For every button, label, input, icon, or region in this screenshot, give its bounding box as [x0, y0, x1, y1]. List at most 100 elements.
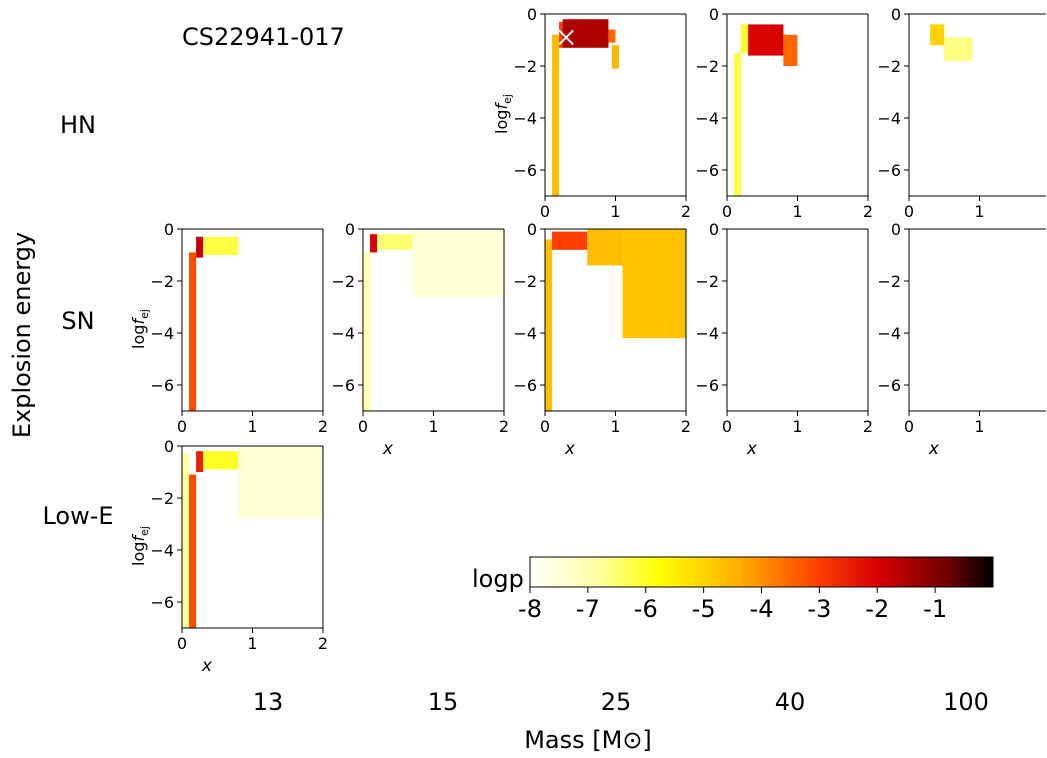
y-tick-label: 0 [164, 220, 174, 239]
y-tick-label: −4 [331, 324, 355, 343]
y-tick-label: −2 [877, 272, 901, 291]
x-axis-label: x [746, 439, 758, 459]
y-tick-label: −2 [331, 272, 355, 291]
panel-hn-25: 0 −2 −4 −6 0 1 2 logfej [492, 5, 691, 221]
star-name: CS22941-017 [182, 23, 345, 51]
heatmap-cells [182, 446, 323, 628]
heatmap-cells [727, 229, 868, 411]
y-tick-label: −2 [150, 489, 174, 508]
x-tick-label: 2 [863, 417, 873, 436]
panel-frame [908, 228, 1046, 412]
heatmap-cell [622, 229, 686, 339]
mass-label-40: 40 [775, 688, 806, 716]
colorbar-tick-label: -2 [865, 595, 889, 623]
heatmap-cell [196, 451, 204, 472]
y-tick-label: 0 [891, 220, 901, 239]
y-tick-label: −6 [513, 161, 537, 180]
colorbar-tick-label: -3 [807, 595, 831, 623]
colorbar-tick-label: -5 [692, 595, 716, 623]
y-tick-label: −4 [695, 109, 719, 128]
y-tick-label: −6 [877, 376, 901, 395]
heatmap-cell [748, 24, 784, 56]
x-tick-label: 1 [974, 417, 984, 436]
heatmap-cells [545, 229, 686, 411]
heatmap-cell [587, 229, 623, 266]
mass-label-100: 100 [943, 688, 989, 716]
heatmap-cell [203, 451, 239, 470]
y-axis-label: logfej [492, 94, 514, 134]
y-tick-label: 0 [709, 5, 719, 24]
heatmap-cell [545, 239, 553, 411]
y-tick-label: −2 [513, 57, 537, 76]
panel-background [727, 229, 868, 411]
heatmap-panels: 0 −2 −4 −6 0 1 2 logfej 0 −2 −4 −6 0 1 2 0 −2 −4 −6 0 1 0 −2 −4… [129, 5, 1047, 676]
y-tick-label: −2 [877, 57, 901, 76]
heatmap-cell [377, 234, 413, 250]
x-tick-label: 2 [318, 417, 328, 436]
x-tick-label: 2 [681, 202, 691, 221]
row-label-sn: SN [61, 307, 94, 335]
x-tick-label: 1 [247, 634, 257, 653]
panel-hn-100: 0 −2 −4 −6 0 1 [877, 5, 1047, 221]
panel-sn-25: 0 −2 −4 −6 0 1 2 x [513, 220, 691, 459]
heatmap-cell [944, 37, 973, 61]
x-tick-label: 0 [540, 417, 550, 436]
heatmap-cell [552, 231, 588, 250]
mass-label-13: 13 [253, 688, 284, 716]
x-tick-label: 1 [792, 202, 802, 221]
heatmap-cell [189, 252, 197, 411]
colorbar-gradient [529, 556, 994, 588]
y-tick-label: −2 [695, 57, 719, 76]
x-tick-label: 0 [177, 634, 187, 653]
y-tick-label: 0 [891, 5, 901, 24]
y-tick-label: −2 [695, 272, 719, 291]
colorbar-tick-label: -8 [518, 595, 542, 623]
y-tick-label: −2 [150, 272, 174, 291]
panel-low-e-13: 0 −2 −4 −6 0 1 2 logfej x [129, 437, 328, 676]
y-tick-label: −6 [877, 161, 901, 180]
colorbar-ticks: -8 -7 -6 -5 -4 -3 -2 -1 [518, 587, 947, 623]
y-tick-label: −4 [877, 324, 901, 343]
y-tick-label: −6 [150, 593, 174, 612]
y-tick-label: −4 [513, 324, 537, 343]
panel-sn-15: 0 −2 −4 −6 0 1 2 x [331, 220, 509, 459]
x-axis-label: x [564, 439, 576, 459]
x-tick-label: 1 [247, 417, 257, 436]
heatmap-cells [909, 229, 1047, 411]
y-tick-label: 0 [527, 5, 537, 24]
panel-background [909, 14, 1047, 196]
y-tick-label: −6 [331, 376, 355, 395]
x-axis-label: x [382, 439, 394, 459]
heatmap-cell [608, 29, 616, 43]
heatmap-cell [189, 474, 197, 628]
heatmap-cell [203, 236, 239, 255]
heatmap-cell [238, 446, 323, 519]
x-tick-label: 0 [904, 417, 914, 436]
heatmap-cells [545, 14, 686, 196]
row-label-hn: HN [60, 111, 96, 139]
heatmap-cells [727, 14, 868, 196]
x-tick-label: 0 [904, 202, 914, 221]
colorbar-tick-label: -4 [750, 595, 774, 623]
colorbar-tick-label: -1 [923, 595, 947, 623]
y-tick-label: −4 [877, 109, 901, 128]
heatmap-cells [363, 229, 504, 411]
panel-sn-40: 0 −2 −4 −6 0 1 2 x [695, 220, 873, 459]
x-tick-label: 2 [681, 417, 691, 436]
panel-sn-13: 0 −2 −4 −6 0 1 2 logfej [129, 220, 328, 436]
y-tick-label: −6 [695, 376, 719, 395]
heatmap-cell [930, 24, 945, 46]
x-tick-label: 2 [499, 417, 509, 436]
y-tick-label: −6 [150, 376, 174, 395]
y-tick-label: −2 [513, 272, 537, 291]
y-tick-label: 0 [164, 437, 174, 456]
heatmap-cell [363, 252, 371, 411]
y-tick-label: −4 [150, 324, 174, 343]
heatmap-cell [412, 229, 504, 297]
x-tick-label: 1 [974, 202, 984, 221]
y-tick-label: 0 [527, 220, 537, 239]
x-tick-label: 0 [540, 202, 550, 221]
colorbar-label: logp [472, 565, 524, 593]
x-tick-label: 1 [792, 417, 802, 436]
heatmap-cell [370, 234, 378, 253]
